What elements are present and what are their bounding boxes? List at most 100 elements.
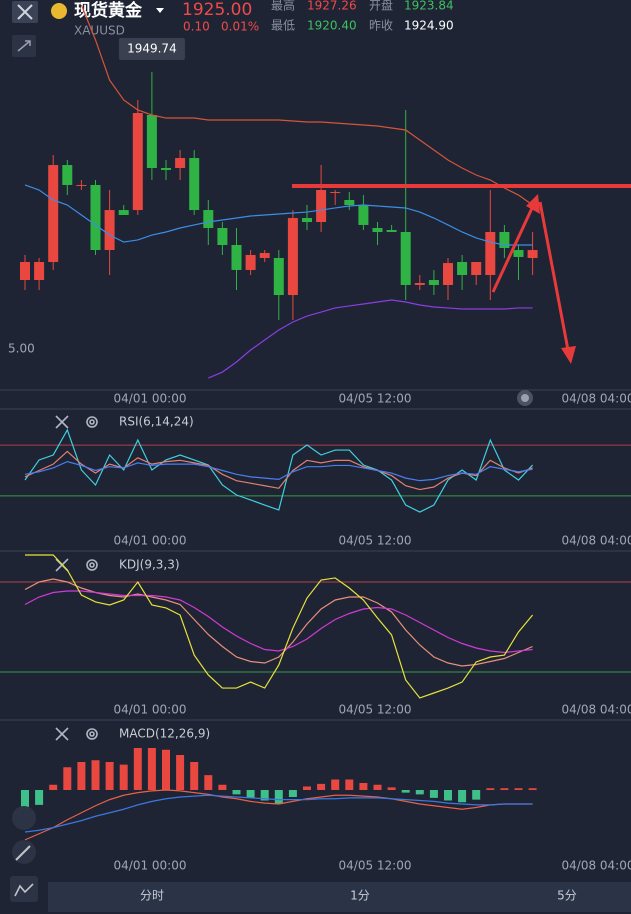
indicator-line	[24, 578, 533, 667]
candle-body	[358, 205, 369, 225]
tab[interactable]: 分时	[140, 889, 164, 903]
candle-body	[372, 227, 383, 232]
x-tick-label: 04/01 00:00	[114, 392, 187, 406]
indicator-line	[25, 554, 534, 699]
macd-bar	[63, 767, 72, 790]
open: 1923.84	[404, 0, 454, 13]
candle-body	[20, 261, 30, 281]
macd-bar	[359, 783, 368, 790]
candle-body	[499, 231, 510, 249]
candle-body	[485, 231, 496, 276]
macd-bar	[345, 779, 354, 790]
scroll-handle-dot	[521, 394, 529, 402]
candle-body	[287, 218, 298, 296]
panel-separators	[0, 389, 631, 721]
macd-bar	[415, 790, 424, 795]
candle-body	[48, 165, 59, 262]
candle-body	[513, 250, 524, 257]
macd-bar	[317, 783, 326, 790]
candle-body	[217, 227, 228, 245]
indicator-line	[24, 428, 534, 513]
candle-body	[189, 158, 200, 211]
tab[interactable]: 5分	[557, 889, 577, 903]
candle-body	[132, 113, 143, 211]
resistance-line	[292, 184, 631, 188]
indicator-line	[24, 184, 533, 246]
prev-close-label: 昨收	[369, 19, 393, 33]
macd-bar	[458, 790, 467, 803]
max-label-box	[118, 38, 185, 60]
macd-bar	[288, 790, 297, 797]
tool-button[interactable]	[10, 876, 38, 902]
x-tick-label: 04/01 00:00	[114, 703, 187, 717]
low-label: 最低	[271, 19, 295, 33]
prev-close: 1924.90	[404, 19, 454, 33]
macd-bar	[133, 748, 142, 790]
candle-body	[428, 280, 439, 285]
macd-bar	[105, 762, 114, 790]
candle-body	[231, 244, 242, 270]
change-pct: 0.01%	[221, 20, 259, 34]
fullscreen-icon	[17, 40, 31, 52]
max-label: 1949.74	[127, 42, 177, 56]
candle-body	[62, 165, 73, 185]
tool-button[interactable]	[12, 806, 36, 830]
tab-bar	[48, 882, 631, 912]
candle-body	[386, 229, 397, 232]
x-tick-label: 04/08 04:00	[562, 392, 631, 406]
macd-bar	[176, 755, 185, 790]
x-tick-label: 04/01 00:00	[114, 534, 187, 548]
macd-bar	[500, 788, 509, 790]
macd-bar	[429, 790, 438, 798]
macd-bar	[401, 790, 410, 793]
x-tick-label: 04/01 00:00	[114, 859, 187, 873]
candle-body	[400, 231, 411, 285]
high-label: 最高	[271, 0, 295, 13]
panel-controls	[55, 415, 98, 741]
instrument-title[interactable]: 现货黄金	[74, 0, 143, 21]
macd-bar	[147, 748, 156, 790]
tab[interactable]: 1分	[350, 889, 370, 903]
candle-body	[90, 184, 101, 251]
candle-body	[471, 261, 482, 276]
candle-body	[527, 250, 538, 259]
macd-bar	[77, 762, 86, 790]
candle-body	[161, 167, 171, 170]
indicator-line	[24, 794, 533, 833]
chart-icon	[14, 883, 34, 897]
candle-body	[273, 258, 284, 296]
candle-body	[245, 254, 256, 270]
arrow-up	[491, 205, 535, 293]
arrow-head	[561, 346, 576, 364]
panel-title: KDJ(9,3,3)	[119, 558, 180, 572]
gold-icon	[51, 3, 67, 19]
x-tick-label: 04/08 04:00	[562, 534, 631, 548]
pen-icon	[15, 845, 31, 861]
candle-body	[259, 252, 270, 259]
macd-bar	[218, 784, 227, 790]
candle-body	[316, 190, 327, 223]
candle-body	[330, 192, 341, 194]
candle-body	[76, 184, 87, 186]
candle-body	[203, 210, 214, 228]
indicator-line	[24, 460, 533, 482]
x-tick-label: 04/05 12:00	[339, 392, 412, 406]
candle-body	[104, 210, 115, 251]
x-tick-label: 04/08 04:00	[562, 859, 631, 873]
indicator-line	[24, 590, 533, 654]
panel-title: RSI(6,14,24)	[119, 415, 194, 429]
macd-bar	[49, 784, 58, 790]
indicator-line	[24, 450, 533, 491]
y-tick-label: 5.00	[8, 342, 35, 356]
dropdown-arrow[interactable]	[156, 8, 164, 13]
x-tick-label: 04/05 12:00	[339, 859, 412, 873]
close-icon	[17, 4, 33, 20]
macd-bar	[232, 790, 241, 795]
candle-body	[414, 282, 425, 285]
macd-bar	[190, 762, 199, 790]
macd-bar	[204, 775, 213, 790]
indicator-line	[208, 299, 533, 379]
macd-bar	[260, 790, 269, 801]
low: 1920.40	[307, 19, 357, 33]
